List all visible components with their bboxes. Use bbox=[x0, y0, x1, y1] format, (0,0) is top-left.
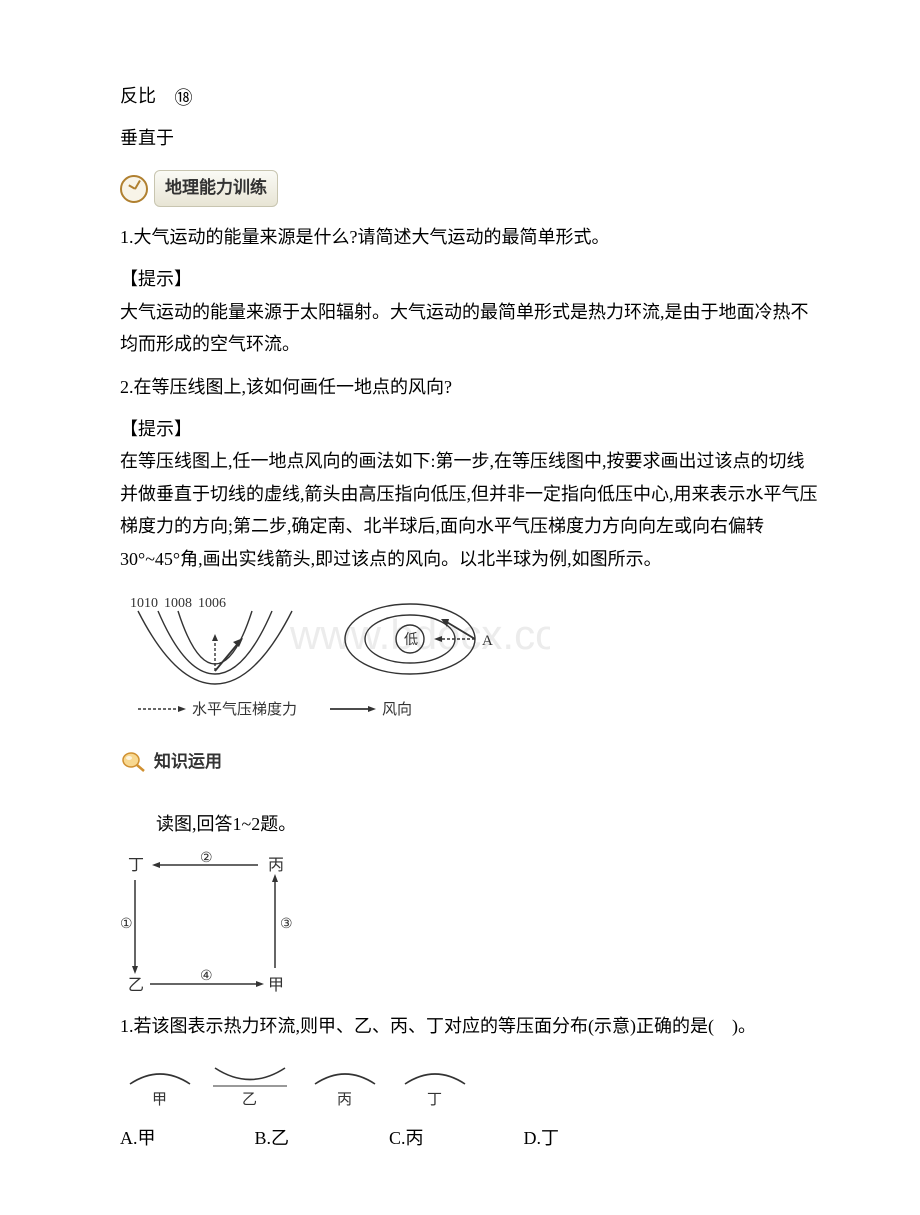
text-line-chuizhiyu: 垂直于 bbox=[120, 122, 820, 154]
wind-direction-diagram: www.bdocx.com 1010 1008 1006 低 A 水平气压梯度力 bbox=[120, 589, 820, 729]
legend-dash-label: 水平气压梯度力 bbox=[192, 701, 297, 718]
legend-solid-label: 风向 bbox=[382, 701, 412, 718]
option-row: A.甲 B.乙 C.丙 D.丁 bbox=[120, 1122, 820, 1154]
hint-body-2: 在等压线图上,任一地点风向的画法如下:第一步,在等压线图中,按要求画出过该点的切… bbox=[120, 445, 820, 575]
isobar-label-1006: 1006 bbox=[198, 596, 226, 611]
hint-body-1: 大气运动的能量来源于太阳辐射。大气运动的最简单形式是热力环流,是由于地面冷热不均… bbox=[120, 296, 820, 361]
option-a: A.甲 bbox=[120, 1122, 250, 1154]
curve-label-ding: 丁 bbox=[427, 1092, 442, 1108]
read-prompt: 读图,回答1~2题。 bbox=[120, 808, 820, 840]
text-line-fanbi: 反比 ⑱ bbox=[120, 80, 820, 114]
option-c: C.丙 bbox=[389, 1122, 519, 1154]
corner-bing: 丙 bbox=[268, 857, 284, 874]
question-2: 2.在等压线图上,该如何画任一地点的风向? bbox=[120, 371, 820, 403]
section-header-knowledge: 知识运用 bbox=[120, 747, 820, 778]
curve-label-bing: 丙 bbox=[337, 1092, 352, 1108]
corner-ding: 丁 bbox=[128, 857, 144, 874]
edge-label-bottom: ④ bbox=[200, 969, 213, 984]
isobar-label-1010: 1010 bbox=[130, 596, 158, 611]
knowledge-question-1: 1.若该图表示热力环流,则甲、乙、丙、丁对应的等压面分布(示意)正确的是( )。 bbox=[120, 1010, 820, 1042]
magnifier-icon bbox=[120, 750, 148, 774]
text-fanbi: 反比 bbox=[120, 86, 156, 106]
knowledge-title: 知识运用 bbox=[154, 747, 222, 778]
corner-yi: 乙 bbox=[128, 977, 144, 994]
edge-label-right: ③ bbox=[280, 917, 293, 932]
option-d: D.丁 bbox=[524, 1122, 654, 1154]
option-b: B.乙 bbox=[255, 1122, 385, 1154]
isobaric-surface-options: 甲 乙 丙 丁 bbox=[120, 1056, 820, 1112]
watermark-text: www.bdocx.com bbox=[289, 611, 550, 658]
edge-label-left: ① bbox=[120, 917, 133, 932]
section-title: 地理能力训练 bbox=[154, 170, 278, 207]
curve-label-jia: 甲 bbox=[152, 1092, 167, 1108]
edge-label-top: ② bbox=[200, 851, 213, 866]
point-a-label: A bbox=[482, 633, 493, 649]
question-1: 1.大气运动的能量来源是什么?请简述大气运动的最简单形式。 bbox=[120, 221, 820, 253]
circulation-diagram: 丁 丙 乙 甲 ② ① ③ ④ bbox=[120, 850, 820, 1000]
curve-label-yi: 乙 bbox=[242, 1092, 257, 1108]
corner-jia: 甲 bbox=[268, 977, 284, 994]
section-header-geo-training: 地理能力训练 bbox=[120, 170, 820, 207]
hint-label-2: 【提示】 bbox=[120, 413, 820, 445]
hint-label-1: 【提示】 bbox=[120, 263, 820, 295]
low-pressure-label: 低 bbox=[404, 632, 418, 648]
isobar-label-1008: 1008 bbox=[164, 596, 192, 611]
clock-icon bbox=[120, 175, 148, 203]
circled-number-18: ⑱ bbox=[175, 82, 193, 114]
